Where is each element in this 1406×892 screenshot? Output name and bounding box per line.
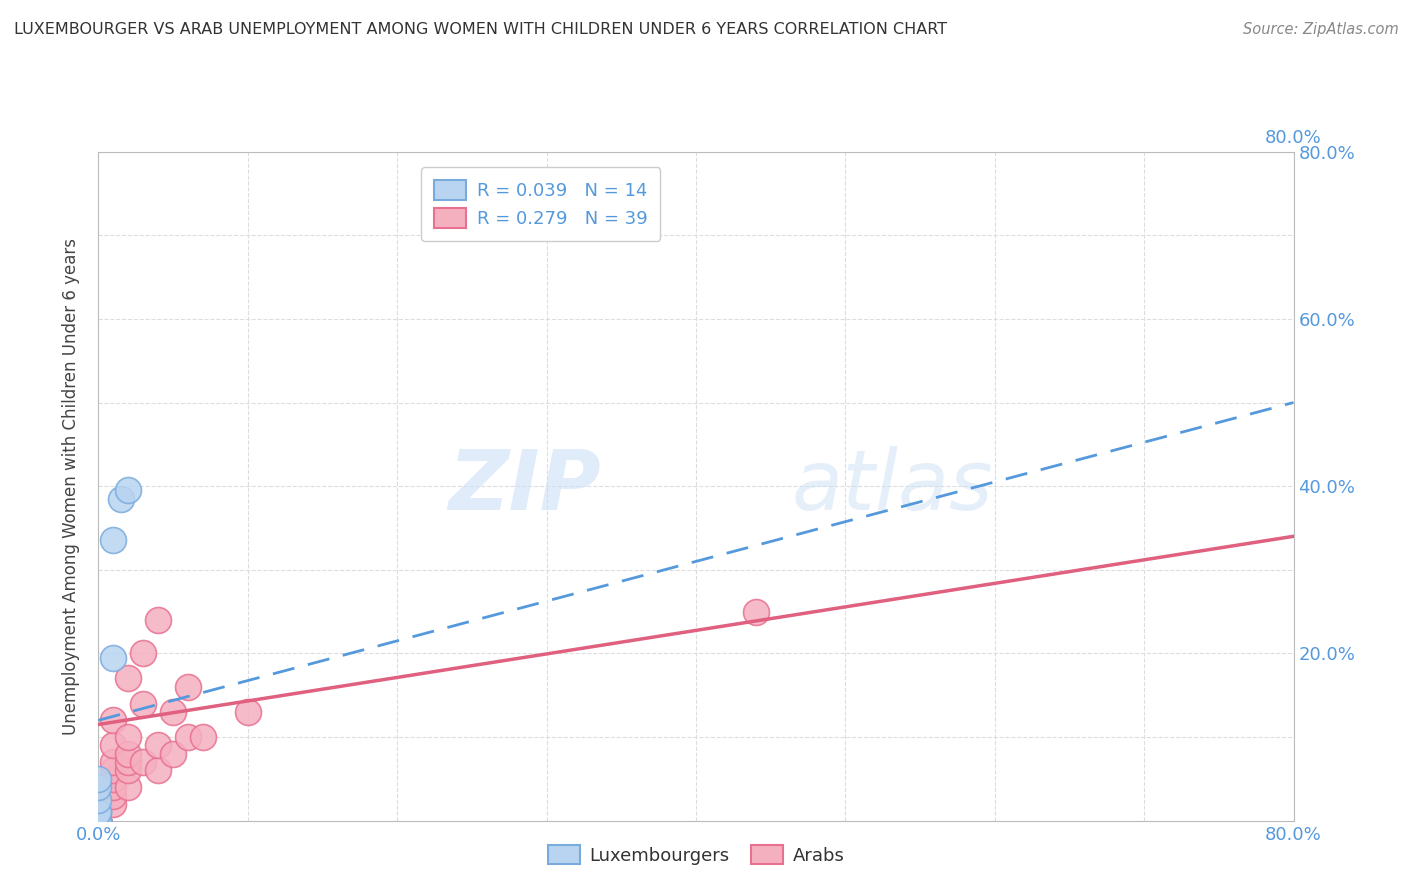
Text: Source: ZipAtlas.com: Source: ZipAtlas.com bbox=[1243, 22, 1399, 37]
Point bbox=[103, 780, 125, 794]
Point bbox=[132, 755, 155, 769]
Point bbox=[132, 646, 155, 660]
Point bbox=[87, 814, 110, 828]
Point bbox=[117, 730, 139, 744]
Text: LUXEMBOURGER VS ARAB UNEMPLOYMENT AMONG WOMEN WITH CHILDREN UNDER 6 YEARS CORREL: LUXEMBOURGER VS ARAB UNEMPLOYMENT AMONG … bbox=[14, 22, 948, 37]
Point bbox=[117, 764, 139, 778]
Point bbox=[117, 780, 139, 794]
Point bbox=[87, 797, 110, 811]
Point bbox=[148, 613, 170, 627]
Y-axis label: Unemployment Among Women with Children Under 6 years: Unemployment Among Women with Children U… bbox=[62, 237, 80, 735]
Point bbox=[162, 747, 184, 761]
Point bbox=[132, 697, 155, 711]
Point bbox=[87, 805, 110, 820]
Point bbox=[177, 680, 200, 694]
Point bbox=[103, 755, 125, 769]
Point bbox=[103, 650, 125, 665]
Point bbox=[87, 814, 110, 828]
Point bbox=[103, 714, 125, 728]
Point bbox=[87, 814, 110, 828]
Point bbox=[103, 764, 125, 778]
Point bbox=[103, 739, 125, 753]
Point bbox=[191, 730, 214, 744]
Point bbox=[117, 672, 139, 686]
Point bbox=[236, 705, 259, 719]
Point bbox=[87, 793, 110, 807]
Point bbox=[117, 747, 139, 761]
Point bbox=[117, 483, 139, 498]
Point bbox=[148, 739, 170, 753]
Point bbox=[87, 814, 110, 828]
Point bbox=[87, 814, 110, 828]
Point bbox=[87, 805, 110, 820]
Point bbox=[87, 805, 110, 820]
Point bbox=[87, 814, 110, 828]
Point bbox=[745, 605, 768, 619]
Point bbox=[103, 772, 125, 786]
Point bbox=[87, 814, 110, 828]
Point bbox=[87, 772, 110, 786]
Point bbox=[87, 814, 110, 828]
Point bbox=[87, 814, 110, 828]
Point bbox=[87, 814, 110, 828]
Point bbox=[162, 705, 184, 719]
Point bbox=[87, 805, 110, 820]
Point bbox=[148, 764, 170, 778]
Point bbox=[87, 814, 110, 828]
Text: ZIP: ZIP bbox=[447, 446, 600, 526]
Point bbox=[103, 533, 125, 548]
Legend: Luxembourgers, Arabs: Luxembourgers, Arabs bbox=[540, 838, 852, 871]
Text: atlas: atlas bbox=[792, 446, 993, 526]
Point bbox=[110, 491, 132, 506]
Point bbox=[87, 814, 110, 828]
Point bbox=[87, 780, 110, 794]
Point bbox=[103, 797, 125, 811]
Point bbox=[103, 789, 125, 803]
Point bbox=[177, 730, 200, 744]
Point bbox=[117, 755, 139, 769]
Point bbox=[87, 814, 110, 828]
Point bbox=[87, 814, 110, 828]
